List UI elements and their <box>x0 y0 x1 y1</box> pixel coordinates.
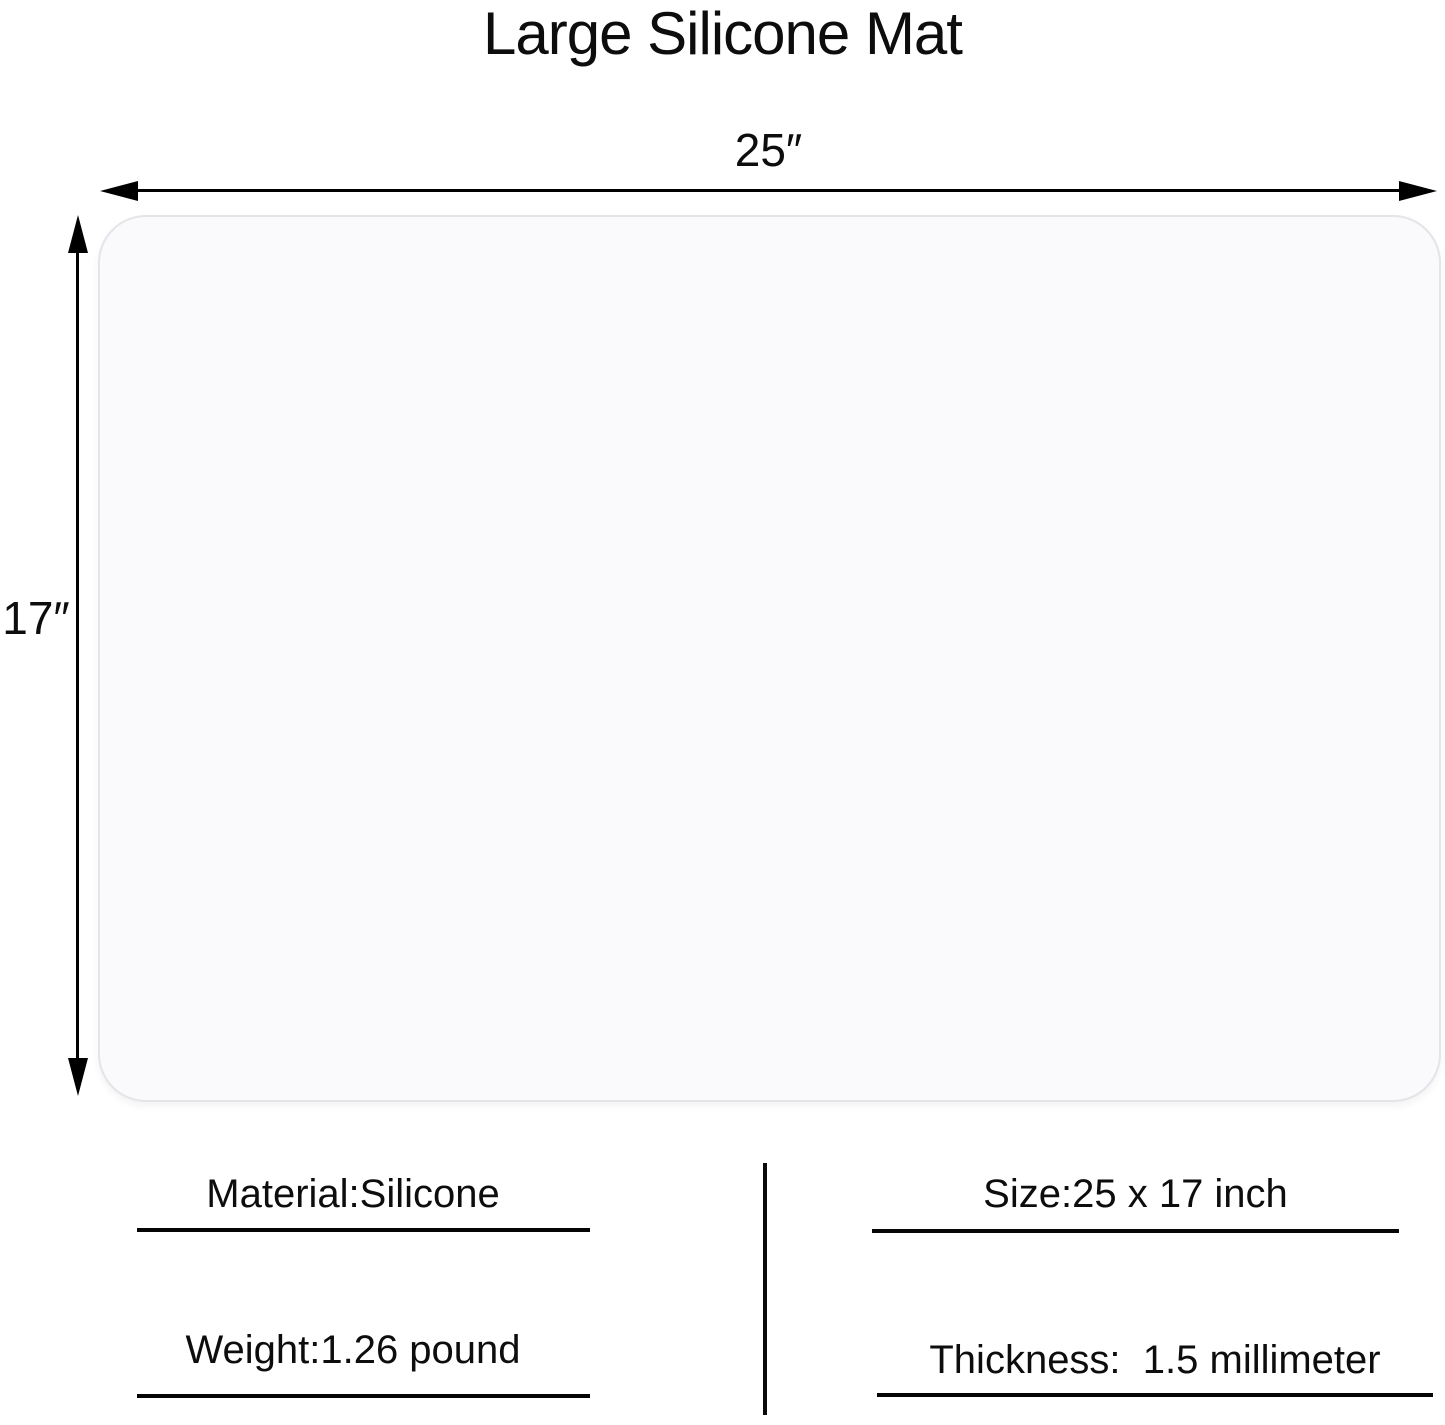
specs-divider <box>763 1163 767 1415</box>
spec-size: Size:25 x 17 inch <box>983 1172 1288 1216</box>
arrowhead-up-icon <box>68 215 88 253</box>
arrow-shaft <box>126 189 1411 192</box>
spec-thickness: Thickness: 1.5 millimeter <box>929 1338 1381 1382</box>
arrowhead-down-icon <box>68 1058 88 1096</box>
spec-material-underline <box>137 1228 590 1232</box>
height-dimension-arrow <box>66 215 90 1096</box>
width-dimension-arrow <box>100 179 1437 203</box>
spec-material: Material:Silicone <box>206 1172 500 1216</box>
arrow-shaft <box>76 241 79 1070</box>
silicone-mat-image <box>98 215 1441 1102</box>
spec-weight: Weight:1.26 pound <box>185 1328 521 1372</box>
height-dimension-label: 17″ <box>2 592 70 644</box>
spec-thickness-underline <box>877 1393 1433 1397</box>
spec-size-underline <box>872 1229 1399 1233</box>
page-title: Large Silicone Mat <box>483 0 963 67</box>
width-dimension-label: 25″ <box>734 124 803 176</box>
arrowhead-left-icon <box>100 181 138 201</box>
spec-weight-underline <box>137 1394 590 1398</box>
arrowhead-right-icon <box>1399 181 1437 201</box>
